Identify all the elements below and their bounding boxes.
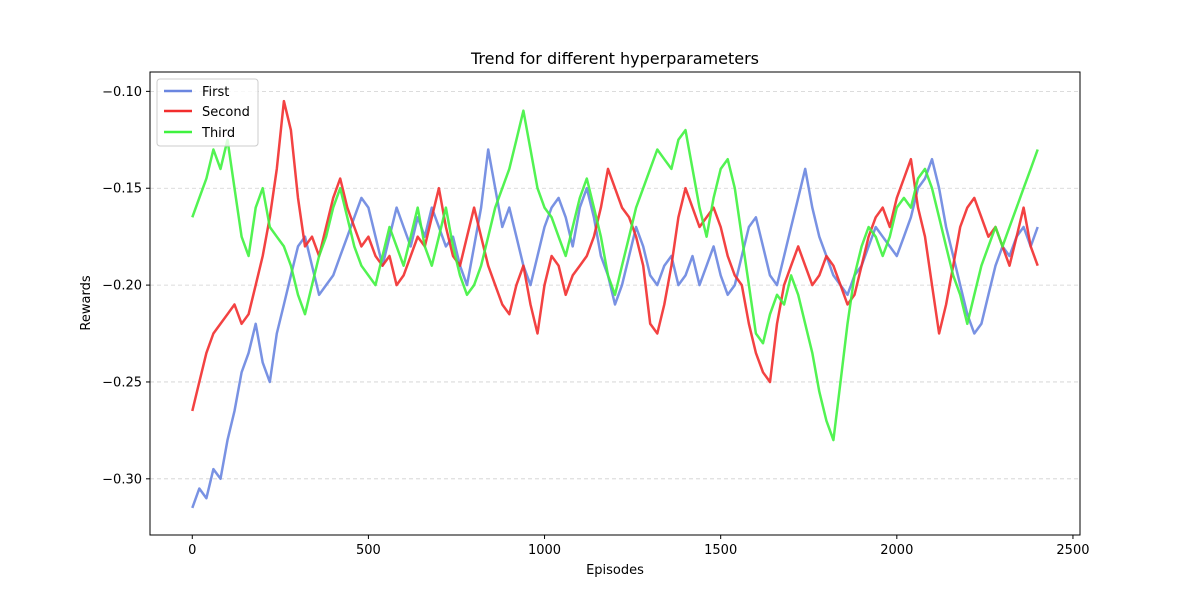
legend-label-second: Second xyxy=(202,105,250,120)
y-axis-label: Rewards xyxy=(79,275,94,330)
y-tick-label: −0.25 xyxy=(102,375,142,390)
y-tick-label: −0.20 xyxy=(102,279,142,294)
y-tick-label: −0.15 xyxy=(102,182,142,197)
x-tick-label: 500 xyxy=(356,543,381,558)
x-tick-label: 2000 xyxy=(880,543,913,558)
legend: First Second Third xyxy=(157,79,258,146)
y-tick-label: −0.10 xyxy=(102,85,142,100)
chart-title: Trend for different hyperparameters xyxy=(470,49,759,68)
x-tick-label: 1000 xyxy=(528,543,561,558)
x-tick-label: 1500 xyxy=(704,543,737,558)
x-tick-label: 2500 xyxy=(1056,543,1089,558)
y-tick-label: −0.30 xyxy=(102,472,142,487)
x-tick-label: 0 xyxy=(188,543,196,558)
x-axis-label: Episodes xyxy=(586,563,644,578)
legend-label-first: First xyxy=(202,85,229,100)
legend-label-third: Third xyxy=(201,126,235,141)
